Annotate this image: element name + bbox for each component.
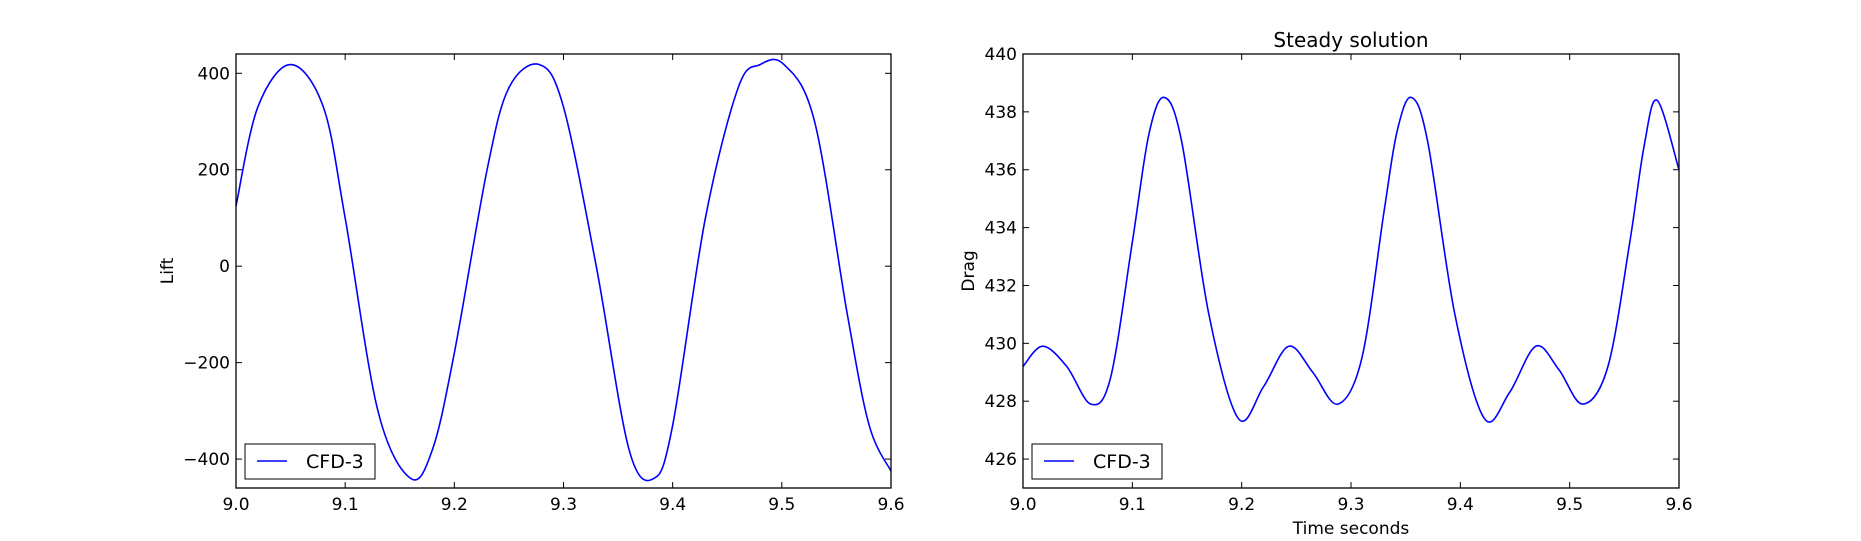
drag-y-tick-label: 440 — [985, 45, 1017, 65]
lift-x-tick-label: 9.3 — [550, 495, 577, 515]
lift-y-tick-label: −200 — [183, 354, 230, 374]
lift-series-layer — [235, 58, 892, 482]
drag-x-tick-label: 9.6 — [1665, 495, 1692, 515]
drag-y-tick-label: 426 — [985, 450, 1017, 470]
drag-x-axis-label: Time seconds — [1292, 519, 1410, 539]
lift-ticks: 9.0 9.1 9.2 9.3 9.4 9.5 9.6 400 200 0 −200 −400 — [183, 54, 905, 515]
lift-x-tick-label: 9.1 — [332, 495, 359, 515]
drag-chart: 9.0 9.1 9.2 9.3 9.4 9.5 9.6 440 438 436 434 432 430 4… — [959, 28, 1693, 539]
lift-x-tick-label: 9.0 — [222, 495, 249, 515]
lift-chart: 9.0 9.1 9.2 9.3 9.4 9.5 9.6 400 200 0 −200 −400 Lif… — [158, 53, 905, 515]
lift-y-tick-label: 400 — [198, 64, 230, 84]
lift-y-axis-label: Lift — [158, 257, 178, 284]
drag-y-tick-label: 432 — [985, 276, 1017, 296]
drag-x-tick-label: 9.3 — [1337, 495, 1364, 515]
drag-x-tick-label: 9.5 — [1556, 495, 1583, 515]
drag-y-tick-label: 434 — [985, 219, 1017, 239]
drag-legend-label: CFD-3 — [1093, 451, 1151, 473]
drag-y-axis-label: Drag — [959, 250, 979, 291]
drag-series-line — [1022, 96, 1680, 423]
drag-x-tick-label: 9.1 — [1119, 495, 1146, 515]
drag-y-tick-label: 430 — [985, 334, 1017, 354]
drag-ticks: 9.0 9.1 9.2 9.3 9.4 9.5 9.6 440 438 436 434 432 430 4… — [985, 45, 1693, 515]
drag-x-tick-label: 9.0 — [1009, 495, 1036, 515]
drag-chart-title: Steady solution — [1273, 28, 1428, 52]
drag-y-tick-label: 436 — [985, 161, 1017, 181]
lift-x-tick-label: 9.2 — [441, 495, 468, 515]
drag-legend: CFD-3 — [1031, 443, 1163, 480]
lift-x-tick-label: 9.5 — [768, 495, 795, 515]
drag-y-tick-label: 428 — [985, 392, 1017, 412]
lift-y-tick-label: −400 — [183, 450, 230, 470]
lift-legend-label: CFD-3 — [306, 451, 364, 473]
drag-x-tick-label: 9.4 — [1447, 495, 1474, 515]
drag-x-tick-label: 9.2 — [1228, 495, 1255, 515]
lift-x-tick-label: 9.4 — [659, 495, 686, 515]
lift-y-tick-label: 0 — [219, 257, 230, 277]
drag-y-tick-label: 438 — [985, 103, 1017, 123]
lift-series-line — [235, 58, 892, 482]
lift-legend: CFD-3 — [244, 443, 376, 480]
lift-x-tick-label: 9.6 — [877, 495, 904, 515]
drag-series-layer — [1022, 96, 1680, 423]
lift-y-tick-label: 200 — [198, 161, 230, 181]
